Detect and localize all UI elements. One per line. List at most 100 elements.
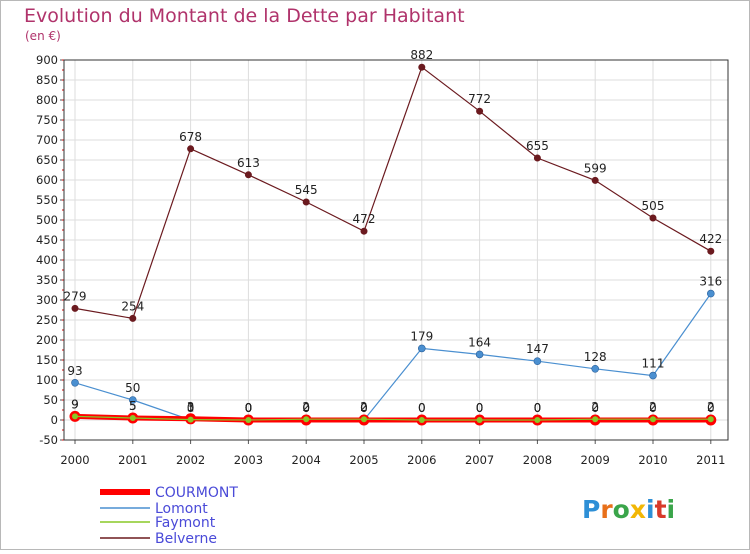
- data-label: 0: [360, 401, 368, 415]
- data-label: 2: [360, 400, 368, 414]
- y-tick-label: 700: [36, 133, 58, 147]
- data-label: 279: [64, 289, 87, 303]
- data-label: 678: [179, 130, 202, 144]
- data-point: [650, 416, 656, 423]
- proxiti-logo-letter: P: [582, 495, 600, 524]
- x-tick-label: 2001: [118, 453, 147, 467]
- proxiti-logo-letter: o: [613, 495, 630, 524]
- x-tick-label: 2009: [581, 453, 610, 467]
- data-label: 2: [302, 400, 310, 414]
- data-label: 9: [71, 397, 79, 411]
- data-point: [245, 417, 252, 423]
- y-tick-label: 250: [36, 313, 58, 327]
- data-label: 599: [584, 161, 607, 175]
- x-tick-label: 2007: [465, 453, 494, 467]
- y-tick-label: 900: [36, 53, 58, 67]
- data-label: 164: [468, 335, 491, 349]
- y-tick-label: -50: [39, 433, 58, 447]
- data-label: 254: [121, 299, 144, 313]
- data-point: [706, 289, 715, 298]
- data-point: [649, 214, 657, 222]
- legend-label-lomont: Lomont: [155, 501, 208, 517]
- data-label: 179: [410, 329, 433, 343]
- data-label: 655: [526, 139, 549, 153]
- y-tick-label: 150: [36, 353, 58, 367]
- grid: [64, 59, 728, 441]
- data-point: [129, 396, 137, 404]
- data-point: [707, 247, 715, 255]
- data-point: [707, 416, 714, 423]
- series-line-belverne: [74, 66, 712, 320]
- data-point: [187, 145, 195, 153]
- plot-border: [63, 59, 729, 441]
- data-label: 5: [129, 399, 137, 413]
- proxiti-logo: Proxiti: [582, 495, 675, 524]
- proxiti-logo-letter: i: [646, 495, 655, 524]
- data-label: 472: [353, 212, 376, 226]
- x-tick-label: 2004: [292, 453, 321, 467]
- y-tick-label: 350: [36, 273, 58, 287]
- legend-label-courmont: COURMONT: [155, 485, 238, 501]
- y-tick-label: 650: [36, 153, 58, 167]
- data-label: 2: [649, 400, 657, 414]
- x-tick-label: 2002: [176, 453, 205, 467]
- y-tick-label: 400: [36, 253, 58, 267]
- data-point: [475, 350, 484, 359]
- chart-title: Evolution du Montant de la Dette par Hab…: [24, 5, 465, 27]
- proxiti-logo-letter: x: [630, 495, 646, 524]
- data-label: 50: [125, 381, 140, 395]
- data-label: 0: [591, 401, 599, 415]
- series-line-faymont: [74, 415, 711, 421]
- x-tick-label: 2011: [696, 453, 725, 467]
- data-label: 0: [476, 401, 484, 415]
- data-label: 9: [71, 397, 79, 411]
- data-label: 0: [302, 401, 310, 415]
- proxiti-logo-letter: r: [600, 495, 613, 524]
- data-label: 93: [67, 364, 82, 378]
- y-tick-label: 500: [36, 213, 58, 227]
- plot-area: -500501001502002503003504004505005506006…: [36, 48, 729, 467]
- data-label: 3: [187, 400, 195, 414]
- data-point: [71, 304, 79, 312]
- x-tick-label: 2010: [638, 453, 667, 467]
- data-point: [302, 198, 310, 206]
- legend-label-faymont: Faymont: [155, 515, 216, 531]
- data-label: 128: [584, 350, 607, 364]
- y-tick-label: 0: [51, 413, 58, 427]
- x-axis: 2000 2001 2002 2003 2004 2005 2006 2007 2008 2009…: [60, 440, 725, 467]
- data-label: 2: [707, 400, 715, 414]
- data-label: 0: [534, 401, 542, 415]
- data-point: [129, 415, 136, 421]
- data-label: 882: [410, 48, 433, 62]
- data-label: 0: [418, 401, 426, 415]
- data-label: 505: [642, 199, 665, 213]
- y-tick-label: 750: [36, 113, 58, 127]
- data-point: [72, 413, 78, 420]
- data-point: [534, 417, 541, 423]
- data-point: [591, 176, 599, 184]
- data-point: [187, 416, 194, 423]
- data-point: [533, 154, 541, 162]
- data-label: 0: [187, 401, 195, 415]
- data-label: 1: [187, 401, 195, 415]
- data-point: [649, 371, 657, 380]
- data-label: 0: [360, 401, 368, 415]
- data-label: 0: [418, 401, 426, 415]
- x-tick-label: 2006: [407, 453, 436, 467]
- data-label: 111: [642, 357, 665, 371]
- data-point: [361, 416, 367, 423]
- data-point: [71, 378, 79, 387]
- series-belverne: 279 254 678 613 545 472 882 772 655 599 505 422: [64, 48, 722, 322]
- data-point: [244, 171, 252, 179]
- data-point: [418, 63, 426, 71]
- data-label: 0: [476, 401, 484, 415]
- data-point: [476, 107, 484, 115]
- y-tick-label: 550: [36, 193, 58, 207]
- x-tick-label: 2008: [523, 453, 552, 467]
- data-point: [476, 417, 483, 423]
- data-point: [129, 314, 137, 322]
